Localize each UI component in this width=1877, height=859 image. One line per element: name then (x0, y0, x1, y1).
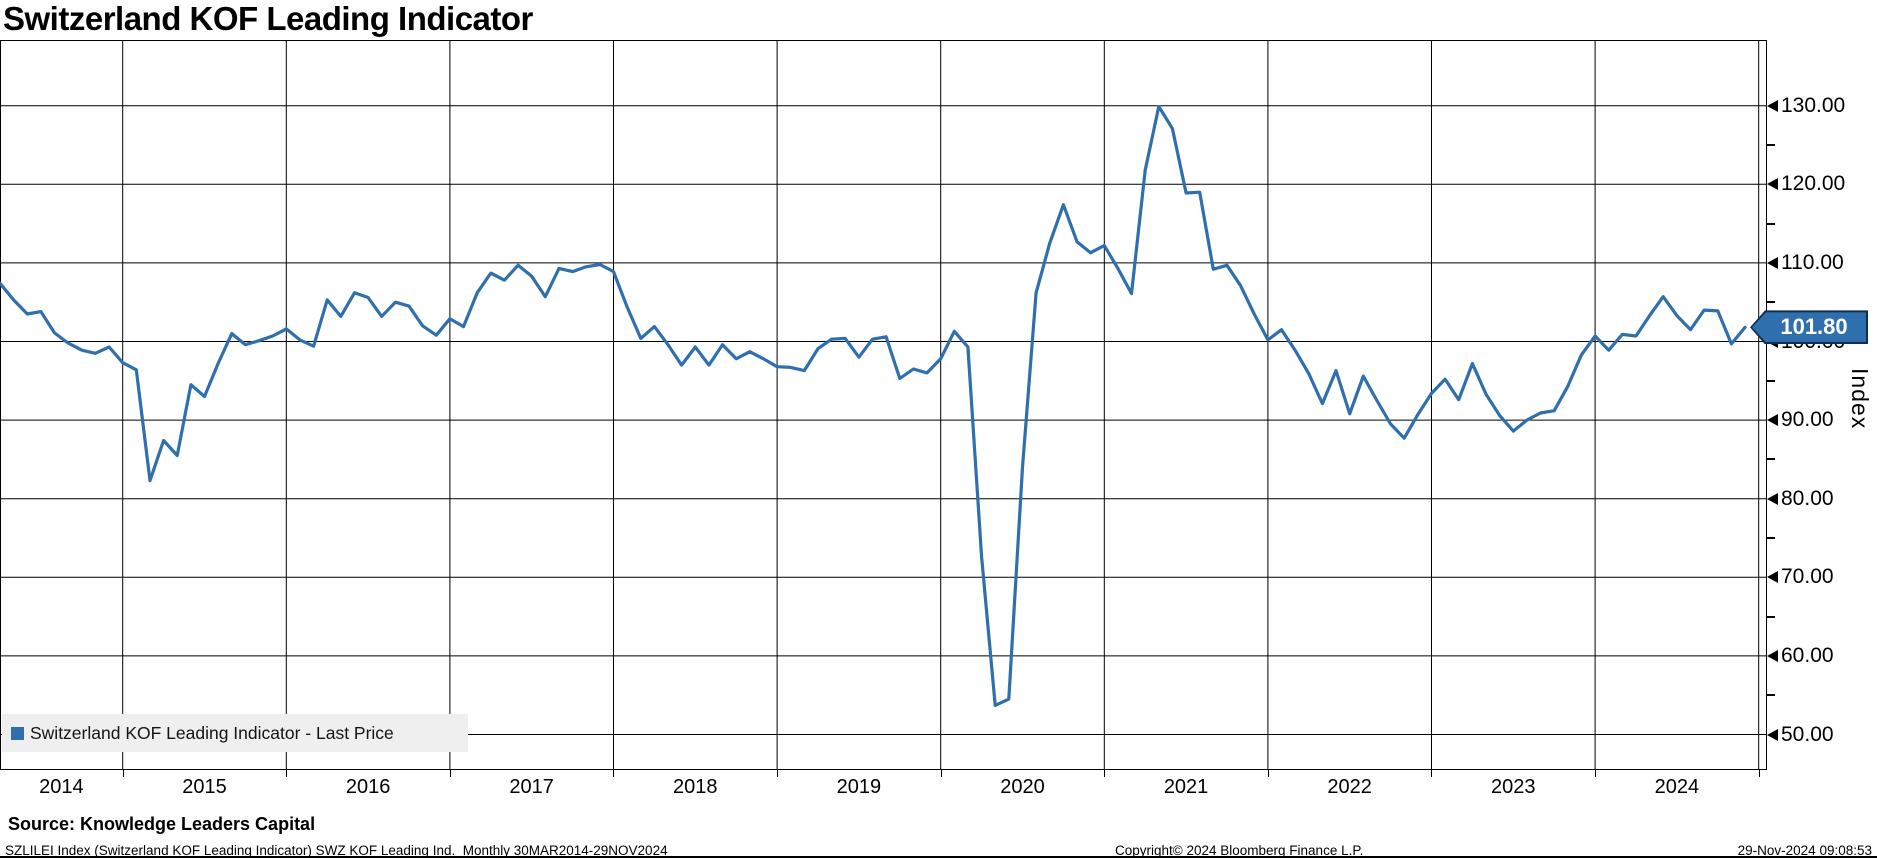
year-tick (777, 770, 779, 777)
y-tick-label: 90.00 (1781, 408, 1834, 432)
plot-area (0, 40, 1767, 770)
y-minor-tick (1767, 144, 1775, 146)
year-label: 2023 (1491, 776, 1536, 798)
year-label: 2020 (1000, 776, 1045, 798)
legend-box: Switzerland KOF Leading Indicator - Last… (2, 714, 468, 752)
year-tick (449, 770, 451, 777)
y-tick-label: 50.00 (1781, 722, 1834, 746)
y-minor-tick (1767, 537, 1775, 539)
y-tick: 90.00 (1767, 408, 1834, 432)
last-price-value: 101.80 (1780, 314, 1848, 340)
y-tick-arrow-icon (1767, 649, 1778, 662)
year-tick (122, 770, 124, 777)
y-tick-label: 130.00 (1781, 93, 1846, 117)
y-tick-arrow-icon (1767, 414, 1778, 427)
y-tick-arrow-icon (1767, 99, 1778, 112)
y-minor-tick (1767, 301, 1775, 304)
y-tick-arrow-icon (1767, 728, 1778, 741)
year-label: 2016 (345, 776, 391, 798)
year-label: 2019 (836, 776, 882, 798)
y-tick-label: 70.00 (1781, 565, 1834, 589)
y-tick-arrow-icon (1767, 492, 1778, 505)
year-label: 2015 (182, 776, 227, 798)
year-tick (1758, 770, 1760, 777)
y-tick: 60.00 (1767, 643, 1834, 667)
y-tick: 110.00 (1767, 250, 1844, 274)
year-tick (613, 770, 615, 777)
y-tick: 70.00 (1767, 565, 1834, 589)
y-tick-label: 120.00 (1781, 172, 1846, 196)
year-label: 2014 (39, 776, 84, 798)
y-tick-label: 110.00 (1781, 250, 1844, 274)
y-tick-arrow-icon (1767, 256, 1778, 269)
y-tick: 120.00 (1767, 172, 1846, 196)
y-tick-arrow-icon (1767, 571, 1778, 584)
y-minor-tick (1767, 694, 1775, 697)
footer-timestamp: 29-Nov-2024 09:08:53 (1737, 843, 1872, 858)
y-tick-label: 80.00 (1781, 486, 1834, 510)
price-line (0, 104, 1747, 708)
y-minor-tick (1767, 222, 1775, 225)
y-tick: 80.00 (1767, 486, 1834, 510)
y-minor-tick (1767, 615, 1775, 618)
year-label: 2018 (673, 776, 718, 798)
last-price-flag: 101.80 (1750, 310, 1868, 345)
year-label: 2017 (509, 776, 554, 798)
year-tick (940, 770, 942, 777)
year-tick (1595, 770, 1597, 777)
chart-title: Switzerland KOF Leading Indicator (3, 0, 533, 37)
year-label: 2024 (1654, 776, 1700, 798)
footer-source: Source: Knowledge Leaders Capital (8, 814, 316, 834)
chart-canvas (0, 40, 1767, 770)
year-tick (1431, 770, 1433, 777)
legend-label: Switzerland KOF Leading Indicator - Last… (30, 722, 394, 743)
y-tick-label: 60.00 (1781, 643, 1834, 667)
year-label: 2022 (1327, 776, 1372, 798)
y-tick: 130.00 (1767, 93, 1846, 117)
year-tick (286, 770, 288, 777)
y-minor-tick (1767, 379, 1775, 382)
y-tick: 50.00 (1767, 722, 1834, 746)
y-tick-arrow-icon (1767, 178, 1778, 191)
plot-border (0, 40, 1767, 770)
footer-copyright: Copyright© 2024 Bloomberg Finance L.P. (1115, 843, 1364, 858)
y-axis-title: Index (1847, 368, 1873, 430)
bottom-rule (0, 856, 1877, 858)
legend-marker-icon (11, 726, 24, 740)
y-minor-tick (1767, 458, 1775, 461)
last-price-flag-body: 101.80 (1752, 312, 1866, 343)
year-tick (1267, 770, 1269, 777)
year-tick (1104, 770, 1106, 777)
year-label: 2021 (1163, 776, 1209, 798)
footer-meta: SZLILEI Index (Switzerland KOF Leading I… (5, 843, 668, 858)
